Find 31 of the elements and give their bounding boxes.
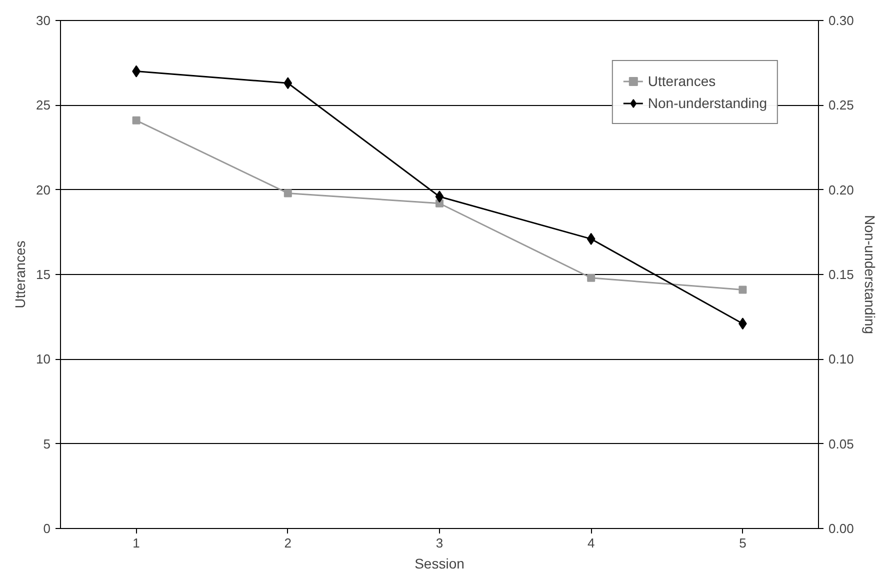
point	[587, 274, 596, 282]
legend-label: Non-understanding	[648, 95, 767, 111]
y-tick-label: 15	[36, 267, 51, 282]
y-tick-label: 30	[36, 13, 51, 28]
y2-tick-label: 0.15	[828, 267, 854, 282]
x-tick-label: 3	[436, 536, 444, 550]
y2-tick-label: 0.00	[828, 521, 854, 536]
y-tick-label: 20	[36, 182, 51, 198]
y2-tick-label: 0.30	[828, 13, 854, 28]
x-tick-label: 2	[284, 536, 292, 550]
y-axis-title: Utterances	[12, 240, 28, 308]
point	[586, 232, 596, 245]
point	[132, 116, 140, 124]
point	[738, 286, 747, 294]
y2-tick-label: 0.10	[828, 352, 854, 367]
y2-tick-label: 0.20	[828, 182, 854, 198]
x-axis-title: Session	[414, 556, 464, 572]
y-tick-label: 25	[36, 98, 51, 113]
legend-label: Utterances	[648, 73, 716, 89]
point	[435, 190, 444, 203]
y-tick-label: 5	[43, 436, 51, 452]
point	[284, 189, 292, 198]
point	[284, 77, 292, 90]
x-tick-label: 1	[132, 536, 140, 550]
y-tick-label: 0	[43, 521, 51, 536]
y2-tick-label: 0.25	[828, 98, 854, 113]
x-tick-label: 4	[587, 536, 595, 550]
y-tick-label: 10	[36, 352, 51, 367]
y2-tick-label: 0.05	[828, 436, 854, 452]
x-tick-label: 5	[739, 536, 746, 550]
y2-axis-title: Non-understanding	[862, 214, 878, 334]
